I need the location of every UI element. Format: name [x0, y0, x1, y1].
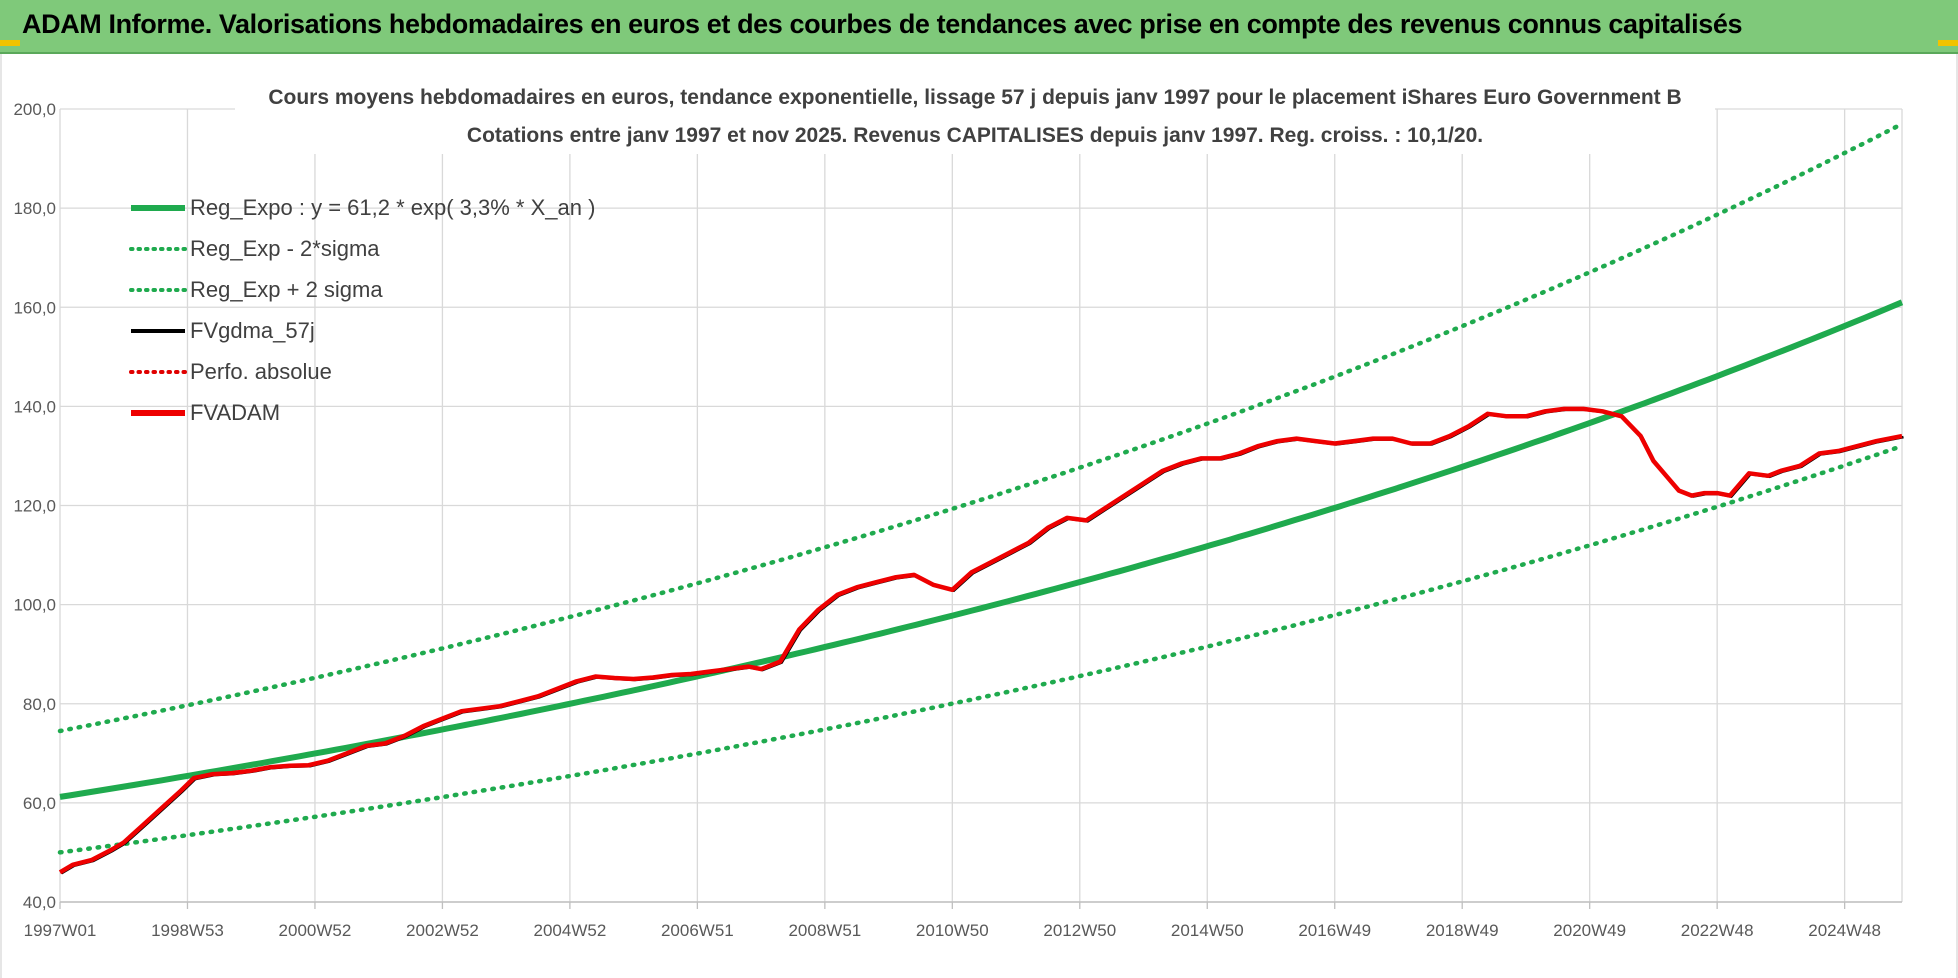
chart-title: Cours moyens hebdomadaires en euros, ten… — [268, 86, 1681, 109]
y-tick-label: 140,0 — [13, 397, 56, 416]
x-tick-label: 2006W51 — [661, 921, 734, 940]
legend-label: FVADAM — [190, 400, 280, 425]
x-tick-label: 1997W01 — [24, 921, 97, 940]
title-backdrop — [235, 78, 1715, 154]
x-tick-label: 2020W49 — [1553, 921, 1626, 940]
x-tick-label: 1998W53 — [151, 921, 224, 940]
y-tick-label: 100,0 — [13, 596, 56, 615]
legend-label: Perfo. absolue — [190, 359, 332, 384]
legend-label: Reg_Exp - 2*sigma — [190, 236, 380, 261]
y-tick-label: 40,0 — [23, 893, 56, 912]
series-line-fvgdma — [60, 408, 1904, 875]
y-axis: 40,0 60,0 80,0 100,0 120,0 140,0 160,0 180,0 200… — [13, 100, 56, 912]
series-line-minus-2-sigma — [57, 443, 1905, 855]
x-tick-label: 2024W48 — [1808, 921, 1881, 940]
x-tick-label: 2018W49 — [1426, 921, 1499, 940]
grid-lines — [59, 108, 1903, 903]
x-tick-label: 2008W51 — [788, 921, 861, 940]
y-tick-label: 180,0 — [13, 199, 56, 218]
series-line-plus-2-sigma — [57, 121, 1905, 734]
chart-frame — [0, 54, 1958, 978]
x-tick-label: 2014W50 — [1171, 921, 1244, 940]
series-line-reg-expo — [59, 299, 1904, 800]
y-tick-label: 60,0 — [23, 794, 56, 813]
legend: Reg_Expo : y = 61,2 * exp( 3,3% * X_an )… — [129, 195, 595, 425]
x-tick-label: 2010W50 — [916, 921, 989, 940]
x-tick-label: 2000W52 — [279, 921, 352, 940]
header-banner: ADAM Informe. Valorisations hebdomadaire… — [0, 0, 1958, 54]
x-tick-label: 2002W52 — [406, 921, 479, 940]
corner-marker-left — [0, 40, 20, 46]
page-title: ADAM Informe. Valorisations hebdomadaire… — [22, 9, 1743, 39]
corner-marker-right — [1938, 40, 1958, 46]
y-tick-label: 200,0 — [13, 100, 56, 119]
series-group — [57, 121, 1905, 875]
x-tick-label: 2004W52 — [534, 921, 607, 940]
x-tick-label: 2016W49 — [1298, 921, 1371, 940]
y-tick-label: 80,0 — [23, 695, 56, 714]
x-tick-label: 2012W50 — [1043, 921, 1116, 940]
legend-label: FVgdma_57j — [190, 318, 315, 343]
legend-label: Reg_Expo : y = 61,2 * exp( 3,3% * X_an ) — [190, 195, 595, 220]
y-tick-label: 160,0 — [13, 298, 56, 317]
chart-subtitle: Cotations entre janv 1997 et nov 2025. R… — [467, 124, 1483, 147]
x-tick-label: 2022W48 — [1681, 921, 1754, 940]
y-tick-label: 120,0 — [13, 497, 56, 516]
legend-label: Reg_Exp + 2 sigma — [190, 277, 383, 302]
series-line-fvadam — [58, 406, 1903, 875]
x-axis: 1997W01 1998W53 2000W52 2002W52 2004W52 2006W… — [24, 901, 1902, 940]
